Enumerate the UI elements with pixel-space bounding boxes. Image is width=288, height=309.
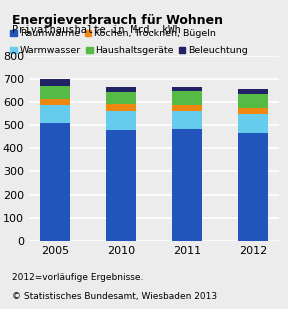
Text: Privathaushalte in Mrd. kWh: Privathaushalte in Mrd. kWh xyxy=(12,25,180,35)
Bar xyxy=(106,130,136,241)
Bar xyxy=(172,87,202,91)
Bar xyxy=(40,123,70,241)
Bar xyxy=(172,111,202,129)
Bar xyxy=(172,105,202,111)
Text: © Statistisches Bundesamt, Wiesbaden 2013: © Statistisches Bundesamt, Wiesbaden 201… xyxy=(12,292,217,301)
Bar xyxy=(40,105,70,123)
Text: Energieverbrauch für Wohnen: Energieverbrauch für Wohnen xyxy=(12,14,223,27)
Bar xyxy=(172,91,202,105)
Bar xyxy=(40,79,70,86)
Bar xyxy=(238,133,268,241)
Bar xyxy=(238,94,268,108)
Bar xyxy=(40,86,70,99)
Bar xyxy=(106,104,136,111)
Bar xyxy=(106,87,136,92)
Bar xyxy=(238,90,268,94)
Bar xyxy=(106,92,136,104)
Bar xyxy=(40,99,70,105)
Bar xyxy=(106,111,136,130)
Text: 2012=vorläufige Ergebnisse.: 2012=vorläufige Ergebnisse. xyxy=(12,273,143,282)
Legend: Warmwasser, Haushaltsgeräte, Beleuchtung: Warmwasser, Haushaltsgeräte, Beleuchtung xyxy=(10,46,248,55)
Bar xyxy=(238,114,268,133)
Bar xyxy=(172,129,202,241)
Bar xyxy=(238,108,268,115)
